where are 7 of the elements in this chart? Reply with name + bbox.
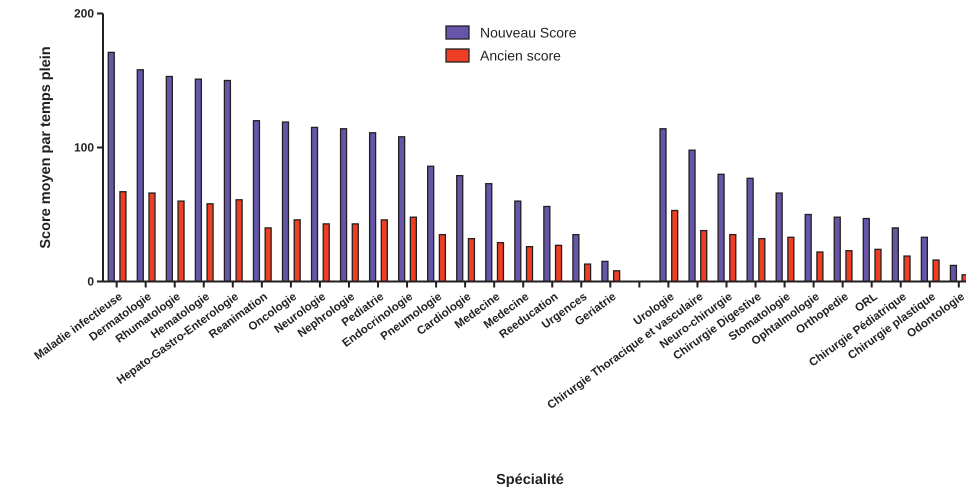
y-axis-title: Score moyen par temps plein [38,46,54,249]
legend-label: Nouveau Score [480,24,577,40]
x-axis-title: Spécialité [496,472,564,488]
legend-label: Ancien score [480,47,562,64]
y-tick-label: 0 [87,274,94,289]
y-tick-label: 100 [74,140,94,155]
y-tick-label: 200 [74,6,94,21]
